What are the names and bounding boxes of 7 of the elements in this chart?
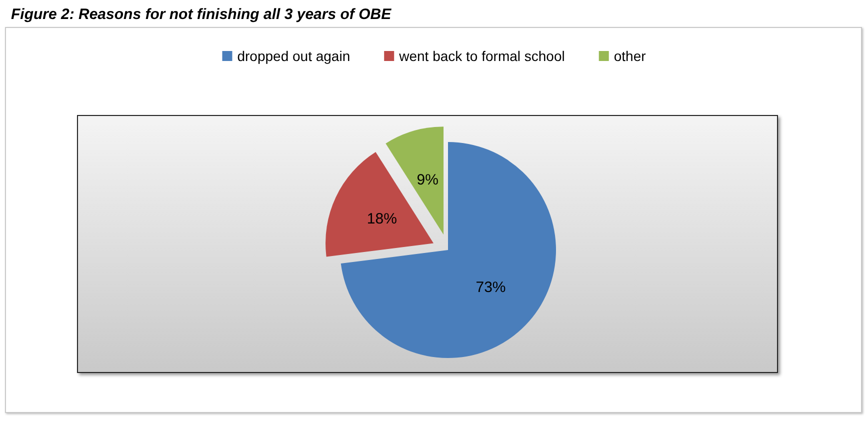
data-label: 18% xyxy=(366,210,397,228)
legend-label: dropped out again xyxy=(237,48,350,64)
legend-label: went back to formal school xyxy=(398,48,565,64)
legend-label: other xyxy=(614,48,646,64)
data-label: 9% xyxy=(416,171,438,188)
chart-title: Figure 2: Reasons for not finishing all 3 years of OBE xyxy=(11,6,392,23)
data-label: 73% xyxy=(476,279,506,296)
